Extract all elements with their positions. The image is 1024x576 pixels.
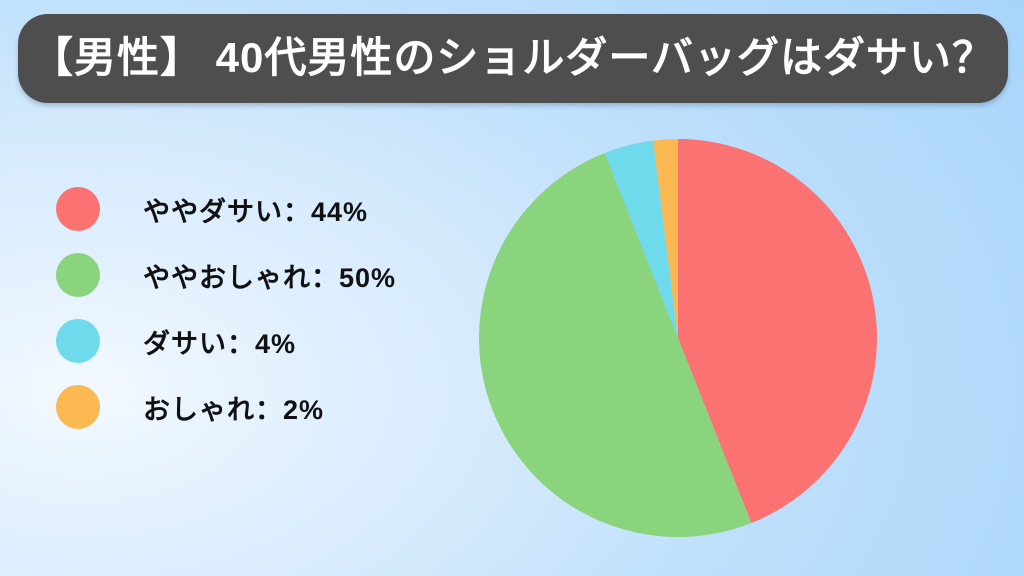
pie-slice-3 <box>653 139 678 338</box>
pie-slice-1 <box>479 152 752 537</box>
legend-swatch-red <box>56 187 100 231</box>
legend-item-yaya-dasai: ややダサい：44% <box>56 187 396 231</box>
legend-item-yaya-oshare: ややおしゃれ：50% <box>56 253 396 297</box>
pie-slice-2 <box>604 140 678 338</box>
title-banner: 【男性】 40代男性のショルダーバッグはダサい？ <box>18 14 1008 103</box>
legend: ややダサい：44% ややおしゃれ：50% ダサい：4% おしゃれ：2% <box>56 187 396 451</box>
pie-chart <box>479 139 877 537</box>
legend-label-yaya-dasai: ややダサい：44% <box>143 196 369 227</box>
legend-label-yaya-oshare: ややおしゃれ：50% <box>143 262 397 293</box>
pie-slice-0 <box>678 139 877 524</box>
pie-chart-svg <box>479 139 877 537</box>
legend-swatch-blue <box>56 319 100 363</box>
legend-item-oshare: おしゃれ：2% <box>56 385 396 429</box>
page-title: 【男性】 40代男性のショルダーバッグはダサい？ <box>31 33 995 81</box>
legend-label-dasai: ダサい：4% <box>143 328 297 359</box>
legend-label-oshare: おしゃれ：2% <box>143 394 325 425</box>
legend-swatch-orange <box>56 385 100 429</box>
legend-item-dasai: ダサい：4% <box>56 319 396 363</box>
legend-swatch-green <box>56 253 100 297</box>
